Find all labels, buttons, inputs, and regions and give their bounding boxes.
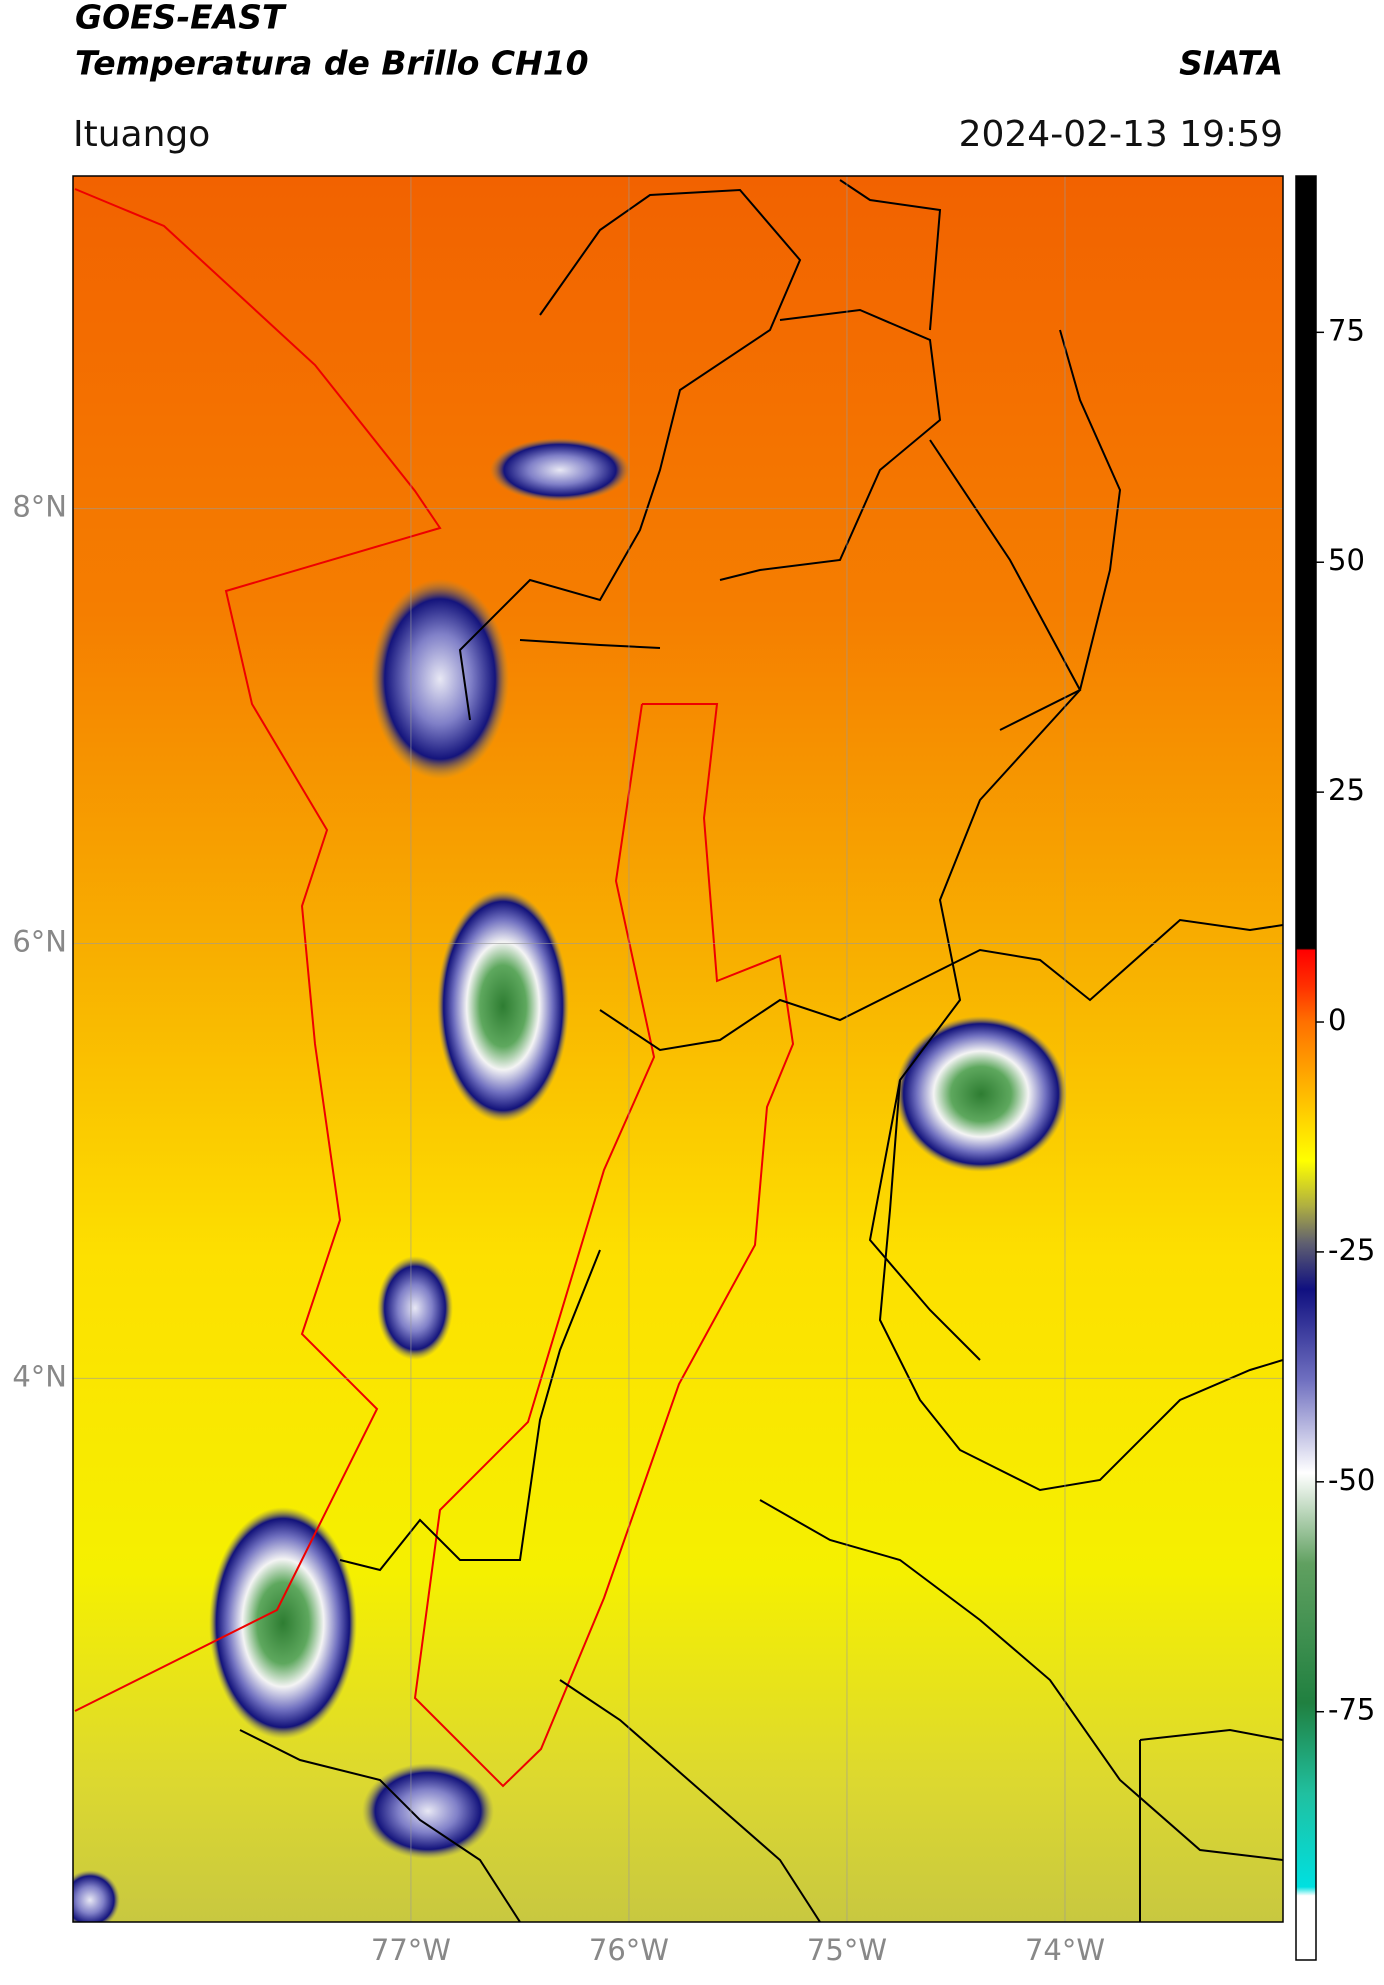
y-tick-label: 4°N xyxy=(12,1359,67,1393)
x-tick-label: 75°W xyxy=(807,1933,887,1967)
datetime: 2024-02-13 19:59 xyxy=(959,114,1283,155)
cloud xyxy=(362,1763,494,1859)
cloud xyxy=(209,1507,357,1739)
x-tick-label: 74°W xyxy=(1025,1933,1105,1967)
colorbar-tick-label: 75 xyxy=(1328,313,1365,347)
cloud xyxy=(73,1870,120,1922)
colorbar-tick-label: -25 xyxy=(1328,1233,1375,1267)
location: Ituango xyxy=(73,114,210,155)
x-tick-label: 76°W xyxy=(589,1933,669,1967)
colorbar-tick-label: 0 xyxy=(1328,1003,1346,1037)
cloud xyxy=(490,438,630,502)
map xyxy=(73,176,1283,1922)
colorbar xyxy=(1295,175,1317,1961)
colorbar-tick-label: -75 xyxy=(1328,1693,1375,1727)
colorbar-ticks: 75 50 25 0 -25 -50 -75 xyxy=(1316,313,1375,1727)
source: SIATA xyxy=(1179,44,1283,83)
cloud xyxy=(437,890,569,1122)
x-tick-label: 77°W xyxy=(371,1933,451,1967)
colorbar-tick-label: 50 xyxy=(1328,543,1365,577)
title: GOES-EAST xyxy=(75,0,287,37)
colorbar-tick-label: 25 xyxy=(1328,773,1365,807)
colorbar-tick-label: -50 xyxy=(1328,1463,1375,1497)
y-tick-label: 8°N xyxy=(12,490,67,524)
grid xyxy=(73,176,1283,1922)
y-tick-label: 6°N xyxy=(12,925,67,959)
cloud xyxy=(377,1256,453,1360)
boundaries xyxy=(239,179,1283,1922)
region-boundary xyxy=(413,703,795,1788)
axes: 77°W 76°W 75°W 74°W 8°N 6°N 4°N xyxy=(12,490,1105,1967)
coastline xyxy=(74,188,442,1712)
cloud xyxy=(371,579,509,779)
cloud xyxy=(895,1016,1067,1172)
map-frame xyxy=(72,175,1284,1923)
subtitle: Temperatura de Brillo CH10 xyxy=(75,44,589,83)
